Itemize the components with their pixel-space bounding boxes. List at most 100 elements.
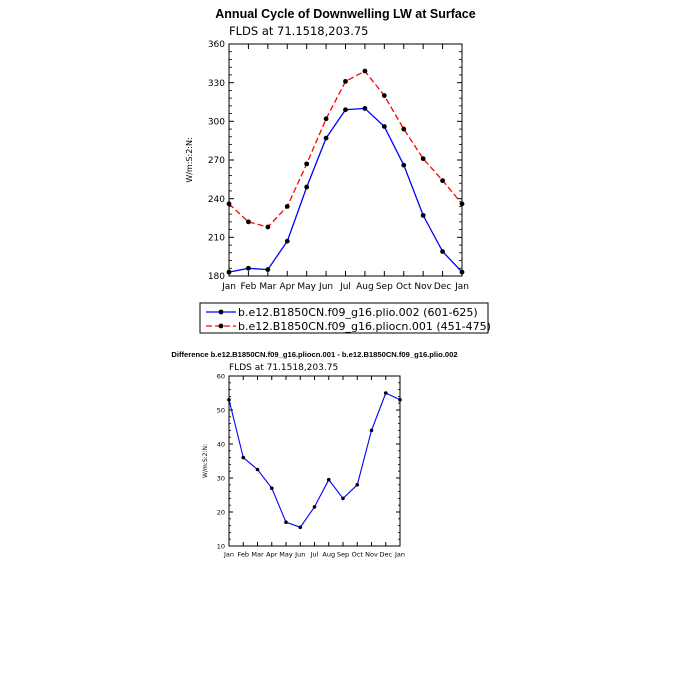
chart1-frame [228,43,463,277]
chart1-xtick-label: Sep [376,282,393,292]
chart1-series-2-point [440,178,445,184]
chart1-series-2-point [420,156,426,162]
chart1-series-1-point [459,269,465,275]
chart2-xtick-label: Dec [379,551,392,559]
chart2-xtick-label: Jan [394,551,405,559]
chart1-ylabel: W/m:S:2:N: [185,137,194,182]
chart2-title: Difference b.e12.B1850CN.f09_g16.pliocn.… [171,350,457,359]
chart1-xtick-label: Oct [396,282,412,292]
chart2-ytick-label: 50 [217,406,225,414]
chart1-series-1-point [304,184,310,190]
chart1-series-1 [226,106,465,275]
chart1-xtick-label: Mar [259,282,276,292]
chart1-series-1-point [381,124,387,129]
chart1-xtick-label: Dec [434,282,451,292]
chart1-series-1-line [228,107,463,273]
chart1-series-2-point [246,219,251,225]
chart2-series-1-point [255,467,260,472]
chart1-legend-marker-1 [218,309,224,315]
chart1-series-2-point [381,93,387,98]
chart2-series-1-point [298,525,303,530]
chart1-legend-marker-2 [218,323,224,329]
chart1-series-2-point [401,126,407,132]
chart1-series-1-point [323,135,329,141]
chart1-subtitle: FLDS at 71.1518,203.75 [229,24,369,38]
chart2-series-1-point [398,398,402,402]
chart1-series-2-point [362,68,368,74]
chart1-ytick-label: 180 [208,272,225,282]
chart1-series-1-point [440,249,445,254]
chart2-ytick-label: 40 [217,440,225,448]
chart1-series-2-point [304,161,310,167]
chart2-series-1-point [355,483,360,487]
chart1-legend-label-2: b.e12.B1850CN.f09_g16.pliocn.001 (451-47… [238,320,491,333]
chart1-xtick-label: Jun [318,282,333,292]
chart1-ytick-label: 360 [208,40,225,50]
chart1-series-2-point [284,204,290,209]
chart2-subtitle: FLDS at 71.1518,203.75 [229,363,338,373]
chart1-series-1-point [343,107,348,113]
chart1-xtick-label: Aug [356,282,374,292]
chart1-legend: b.e12.B1850CN.f09_g16.plio.002 (601-625)… [199,302,491,334]
chart1-series-1-point [362,106,368,111]
chart2-series-1-point [383,391,388,395]
chart2-ytick-label: 10 [217,542,225,550]
chart2-series-1-point [284,520,288,524]
chart1-series-2-point [226,201,232,207]
chart1-legend-label-1: b.e12.B1850CN.f09_g16.plio.002 (601-625) [238,306,478,319]
chart2-xtick-label: Apr [266,551,278,559]
chart1-series-1-point [420,213,426,218]
chart1-ytick-label: 300 [208,117,225,127]
chart2-ytick-label: 60 [217,372,225,380]
chart1-xtick-label: May [297,282,316,292]
chart1-xtick-label: Feb [240,282,256,292]
chart1-series-2-point [265,224,271,230]
chart1-series-1-point [246,265,251,271]
chart1-xtick-label: Jan [454,282,469,292]
chart2-series-1 [227,391,402,530]
chart2-series-1-point [312,505,317,509]
chart1-ytick-label: 330 [208,79,225,89]
chart2-xtick-label: Mar [251,551,264,559]
chart2-ytick-label: 30 [217,474,225,482]
chart2-xtick-label: Feb [237,551,249,559]
chart1-series-2-point [323,116,329,122]
chart2-series-1-point [326,477,331,482]
chart1-series-2 [226,68,465,230]
chart2-xtick-label: Jan [223,551,234,559]
chart2-ylabel: W/m:S:2:N: [202,444,209,478]
chart1-series-2-point [459,201,465,207]
chart2-xtick-label: Jul [310,551,319,559]
chart1: Annual Cycle of Downwelling LW at Surfac… [185,7,491,334]
chart1-xtick-label: Jul [339,282,351,292]
chart1-legend-box [199,302,489,334]
chart1-series-1-point [284,238,290,244]
chart1-xtick-label: Jan [221,282,236,292]
chart1-series-2-line [228,70,463,228]
chart2-xtick-label: Oct [352,551,364,559]
chart1-ytick-label: 210 [208,233,225,243]
chart2-series-1-point [227,398,231,402]
chart1-series-2-point [343,78,348,84]
chart1-xtick-label: Apr [279,282,295,292]
chart1-ytick-label: 270 [208,156,225,166]
chart2-xtick-label: Aug [322,551,335,559]
chart1-xtick-label: Nov [414,282,432,292]
chart2-series-1-point [341,496,345,501]
chart2-frame [228,375,401,547]
chart1-series-1-point [226,269,232,275]
chart2: Difference b.e12.B1850CN.f09_g16.pliocn.… [171,350,457,559]
chart2-xtick-label: Sep [337,551,349,559]
chart1-title: Annual Cycle of Downwelling LW at Surfac… [215,7,475,21]
chart2-series-1-point [369,428,374,433]
chart2-ytick-label: 20 [217,508,225,516]
chart2-series-1-point [241,455,246,460]
chart1-ytick-label: 240 [208,195,225,205]
chart2-xtick-label: Jun [294,551,305,559]
chart2-series-1-point [269,486,274,491]
chart1-series-1-point [401,162,407,168]
chart2-xtick-label: May [279,551,293,559]
chart1-series-1-point [265,267,271,272]
chart2-xtick-label: Nov [365,551,378,559]
